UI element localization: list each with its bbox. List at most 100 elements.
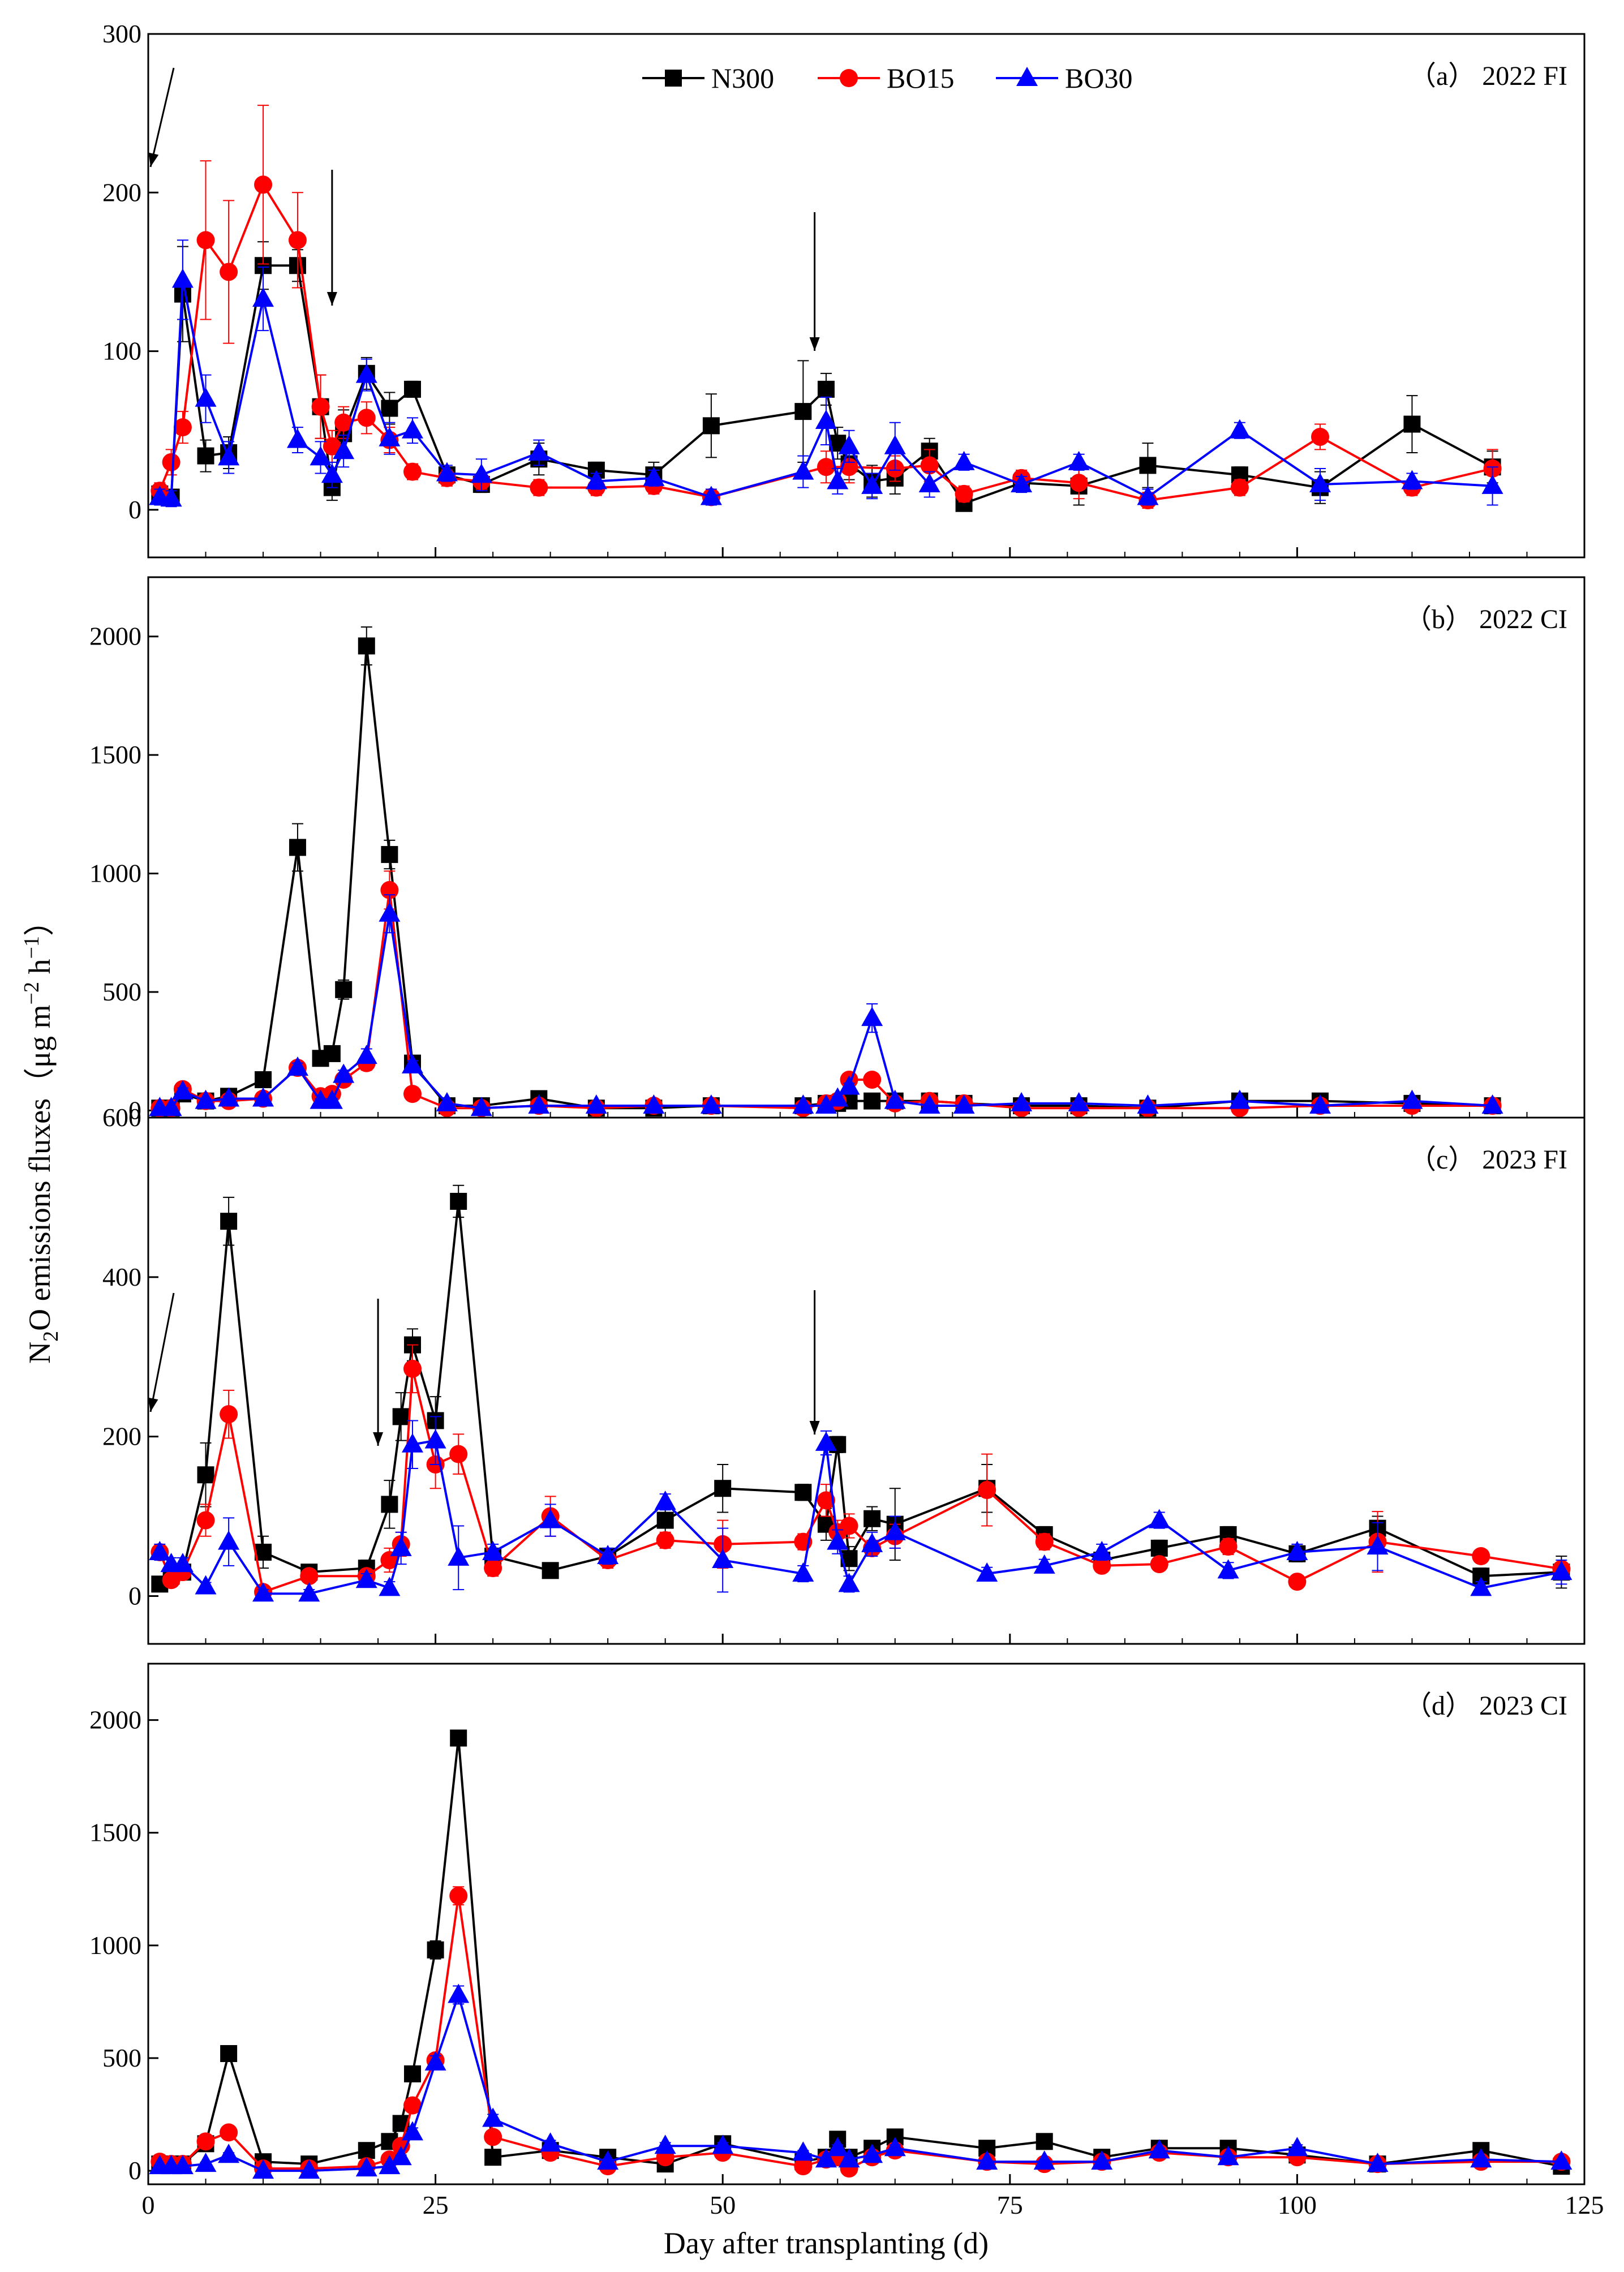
data-point-circle [220, 263, 238, 281]
y-tick-label: 0 [128, 1096, 141, 1124]
data-point-triangle [1367, 1535, 1389, 1555]
legend-label: N300 [711, 62, 774, 94]
data-point-circle [220, 1405, 238, 1424]
data-point-circle [403, 2096, 422, 2115]
data-point-triangle [838, 1573, 860, 1592]
data-point-circle [1472, 1547, 1490, 1565]
data-point-square [863, 1092, 881, 1110]
data-point-triangle [310, 446, 332, 466]
series-bo30 [149, 1983, 1573, 2179]
legend-entry-bo15: BO15 [818, 62, 954, 94]
data-point-triangle [838, 435, 860, 454]
series-line [159, 264, 1493, 505]
fertilization-arrowhead [326, 292, 337, 306]
data-point-triangle [1470, 2148, 1492, 2168]
panel-frame [147, 1116, 1586, 1645]
data-point-circle [357, 409, 376, 427]
legend-entry-bo30: BO30 [996, 62, 1132, 94]
data-point-square [381, 400, 398, 417]
data-point-circle [484, 2128, 502, 2146]
y-tick-label: 2000 [89, 622, 141, 651]
data-point-triangle [470, 463, 492, 483]
data-point-square [403, 2065, 421, 2082]
data-point-triangle [861, 474, 883, 494]
x-tick-label: 50 [710, 2191, 736, 2219]
data-point-square [450, 1729, 467, 1747]
data-point-triangle [379, 1577, 401, 1596]
data-point-square [484, 2149, 502, 2166]
data-point-triangle [1309, 473, 1331, 493]
y-tick-label: 200 [102, 178, 141, 207]
y-tick-label: 400 [102, 1262, 141, 1291]
data-point-square [255, 1071, 272, 1088]
x-tick-label: 0 [142, 2191, 155, 2219]
data-point-square [358, 637, 375, 655]
data-point-triangle [1309, 1094, 1331, 1114]
y-tick-label: 100 [102, 337, 141, 366]
y-title-close: ） [23, 905, 57, 936]
data-point-triangle [838, 1075, 860, 1095]
data-point-triangle [171, 2155, 194, 2175]
data-point-triangle [815, 1094, 837, 1114]
data-point-square [794, 1484, 812, 1501]
data-point-triangle [1401, 1089, 1423, 1109]
y-title-sup-2: −1 [20, 936, 44, 959]
data-point-triangle [355, 363, 377, 383]
data-point-circle [817, 458, 835, 476]
data-point-triangle [286, 428, 308, 448]
panel-frame [147, 33, 1586, 559]
data-point-triangle [700, 1094, 722, 1114]
series-line [160, 912, 1493, 1110]
data-point-triangle [424, 1429, 446, 1449]
data-point-square [450, 1192, 467, 1210]
data-point-circle [1230, 478, 1249, 497]
data-point-circle [955, 484, 973, 503]
y-title-n: N [23, 1342, 57, 1364]
data-point-circle [1093, 1556, 1111, 1575]
data-point-square [381, 846, 398, 864]
data-point-triangle [953, 450, 975, 470]
data-point-triangle [333, 1063, 355, 1083]
data-point-triangle [1068, 1092, 1090, 1111]
data-point-triangle [1550, 2150, 1573, 2170]
data-point-square [863, 1510, 881, 1527]
data-point-circle [220, 2123, 238, 2142]
data-point-triangle [321, 463, 343, 483]
data-point-square [794, 403, 812, 420]
data-point-triangle [401, 419, 423, 439]
data-point-triangle [585, 1094, 607, 1114]
data-point-triangle [379, 427, 401, 446]
data-point-triangle [298, 1582, 320, 1602]
data-point-circle [300, 1567, 319, 1586]
data-point-circle [403, 462, 422, 481]
y-tick-label: 0 [128, 2156, 141, 2185]
data-point-triangle [171, 1080, 194, 1100]
legend-label: BO30 [1065, 62, 1132, 94]
data-point-triangle [1217, 1559, 1239, 1579]
data-point-circle [162, 453, 181, 471]
data-point-triangle [585, 470, 607, 489]
y-tick-label: 0 [128, 1581, 141, 1610]
data-point-square [817, 380, 835, 398]
data-point-circle [1069, 474, 1088, 492]
data-point-square [427, 1941, 444, 1959]
data-point-triangle [1286, 1540, 1308, 1560]
data-point-triangle [1470, 1577, 1492, 1596]
data-point-triangle [861, 1007, 883, 1027]
data-point-square [381, 1496, 398, 1513]
fertilization-arrowhead [809, 337, 820, 351]
data-point-triangle [976, 1562, 998, 1582]
legend-label: BO15 [887, 62, 954, 94]
data-point-triangle [1033, 1554, 1055, 1574]
data-point-triangle [218, 2144, 240, 2163]
fertilization-arrowhead [148, 1397, 158, 1412]
data-point-triangle [482, 2107, 504, 2127]
data-point-triangle [1401, 470, 1423, 489]
data-point-triangle [884, 1521, 906, 1540]
data-point-triangle [333, 440, 355, 459]
fertilization-arrowhead [373, 1432, 384, 1446]
data-point-triangle [195, 1575, 217, 1595]
data-point-circle [403, 1085, 422, 1103]
data-point-triangle [379, 902, 401, 922]
